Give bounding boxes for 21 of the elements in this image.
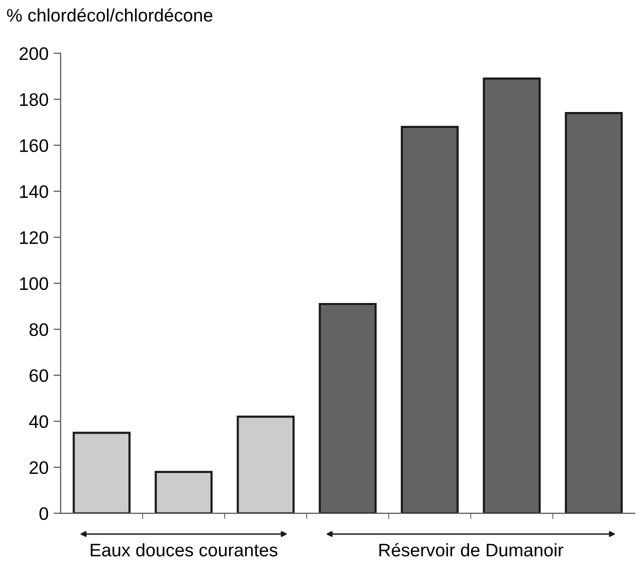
y-tick-label: 0	[39, 507, 48, 520]
bar	[154, 470, 213, 514]
y-tick-label: 100	[20, 277, 48, 290]
bar	[318, 302, 377, 514]
y-tick-label: 80	[30, 323, 48, 336]
y-tick-label: 120	[20, 231, 48, 244]
y-tick-label: 180	[20, 93, 48, 106]
bar	[400, 126, 459, 514]
text: Réservoir de Dumanoir	[379, 543, 564, 556]
bar	[72, 432, 131, 514]
y-tick-label: 160	[20, 139, 48, 152]
y-tick-label: 40	[29, 415, 48, 428]
text: Eaux douces courantes	[90, 543, 278, 556]
y-tick-label: 60	[30, 369, 48, 382]
bar	[236, 416, 295, 514]
y-tick-label: 200	[20, 47, 48, 60]
y-tick-label: 20	[30, 461, 48, 474]
bar	[482, 78, 541, 514]
y-axis-title: % chlordécol/chlordécone	[7, 8, 212, 22]
bar	[564, 112, 623, 514]
y-tick-label: 140	[20, 185, 48, 198]
